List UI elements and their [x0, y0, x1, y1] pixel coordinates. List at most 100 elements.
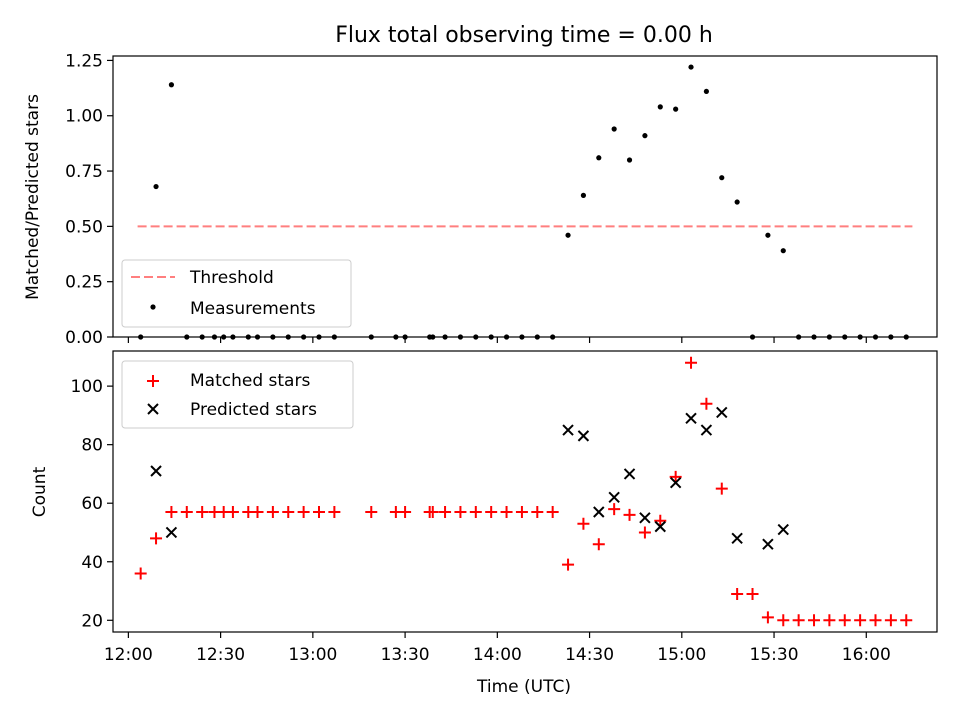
measurement-point [534, 334, 540, 340]
matched-point [900, 614, 913, 627]
matched-point [638, 526, 651, 539]
matched-point [700, 397, 713, 410]
measurement-point [780, 248, 786, 254]
measurement-point [184, 334, 190, 340]
predicted-point [593, 506, 605, 518]
y-tick-label: 1.00 [65, 107, 103, 127]
predicted-point [562, 424, 574, 436]
matched-point [546, 505, 559, 518]
measurement-point [270, 334, 276, 340]
measurement-point [611, 126, 617, 132]
matched-point [761, 611, 774, 624]
measurement-point [393, 334, 399, 340]
matched-point [884, 614, 897, 627]
matched-point [165, 505, 178, 518]
predicted-point [150, 465, 162, 477]
measurement-point [872, 334, 879, 340]
y-tick-label: 0.00 [65, 328, 103, 348]
y-tick-label: 100 [71, 377, 103, 397]
x-tick-label: 14:00 [473, 645, 522, 665]
measurement-point [688, 64, 694, 70]
measurement-point [811, 334, 817, 340]
predicted-point [762, 538, 774, 550]
matched-point [226, 505, 239, 518]
measurement-point [657, 104, 663, 110]
measurement-point [488, 334, 494, 340]
y-tick-label: 0.50 [65, 217, 103, 237]
panel-count-legend: Matched stars Predicted stars [121, 360, 354, 429]
legend-threshold-label: Threshold [189, 268, 274, 288]
predicted-point [669, 477, 682, 489]
y-tick-label: 0.25 [65, 273, 103, 293]
predicted-point [685, 412, 697, 425]
measurement-point [331, 334, 337, 340]
matched-point [251, 505, 264, 518]
matched-point [328, 505, 341, 518]
matched-point [608, 503, 621, 516]
measurement-point [442, 334, 448, 340]
matched-point [134, 567, 147, 580]
legend-predicted-swatch [147, 403, 159, 415]
measurement-point [703, 88, 710, 95]
matched-point [685, 356, 698, 369]
measurement-point [826, 334, 832, 340]
predicted-point [165, 526, 178, 539]
measurement-point [230, 334, 236, 340]
measurement-point [903, 334, 909, 340]
measurement-point [565, 232, 571, 238]
matched-point [792, 614, 805, 627]
predicted-point [700, 424, 713, 436]
measurement-point [503, 334, 510, 340]
measurement-point [473, 334, 479, 340]
y-tick-label: 20 [81, 611, 103, 631]
measurement-point [316, 334, 322, 340]
measurement-point [221, 334, 227, 340]
predicted-point [623, 468, 636, 480]
measurement-point [719, 175, 725, 181]
measurement-point [857, 334, 863, 340]
matched-point [854, 614, 867, 627]
legend-box [121, 259, 352, 328]
panel-count: 20 40 60 80 100 12:00 12:30 13:00 13:30 14:00 14:… [30, 350, 938, 697]
predicted-point [608, 491, 620, 504]
matched-point [454, 505, 467, 518]
panel-count-ylabel: Count [30, 466, 50, 517]
measurement-point [457, 334, 464, 340]
predicted-point [577, 430, 590, 442]
legend-box [121, 360, 354, 429]
measurement-point [168, 82, 175, 88]
measurement-point [626, 157, 633, 163]
predicted-point [654, 520, 666, 533]
x-tick-label: 13:00 [288, 645, 337, 665]
matched-point [823, 614, 836, 627]
panel-count-xlabel: Time (UTC) [476, 677, 571, 697]
panel-ratio-frame [112, 55, 938, 338]
x-tick-label: 15:00 [657, 645, 706, 665]
measurement-point [596, 155, 602, 161]
matched-point [426, 505, 439, 518]
panel-ratio-ylabel: Matched/Predicted stars [23, 94, 43, 300]
measurement-point [301, 334, 307, 340]
measurement-point [285, 334, 291, 340]
measurement-point [199, 334, 205, 340]
legend-matched-swatch [147, 375, 159, 387]
measurement-point [402, 334, 408, 340]
predicted-point [716, 406, 728, 419]
matched-point [399, 505, 412, 518]
measurement-point [254, 334, 261, 340]
x-tick-label: 16:00 [842, 645, 891, 665]
matched-point [531, 505, 544, 518]
predicted-point [731, 532, 743, 545]
y-tick-label: 0.75 [65, 162, 103, 182]
legend-measurement-label: Measurements [190, 299, 316, 319]
measurement-point [749, 334, 756, 340]
measurement-point [430, 334, 436, 340]
panel-count-y-axis: 20 40 60 80 100 [71, 377, 113, 631]
matched-point [313, 505, 325, 518]
matched-point [439, 505, 452, 518]
x-tick-label: 14:30 [565, 645, 614, 665]
matched-point [592, 538, 605, 551]
panel-ratio: 0.00 0.25 0.50 0.75 1.00 1.25 Matched/Predict… [23, 51, 938, 348]
panel-count-marks [134, 356, 913, 627]
